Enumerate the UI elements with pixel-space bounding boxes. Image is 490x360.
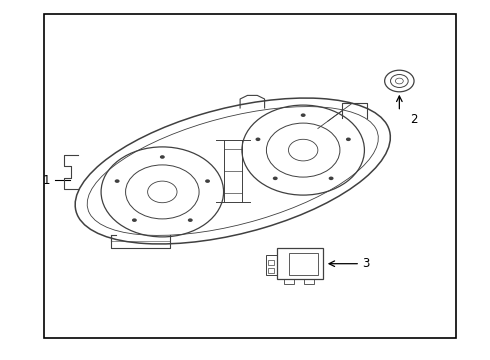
Text: 3: 3: [363, 257, 370, 270]
Circle shape: [346, 138, 351, 141]
Circle shape: [301, 113, 306, 117]
Circle shape: [255, 138, 260, 141]
Circle shape: [273, 176, 278, 180]
Bar: [268, 268, 274, 273]
Bar: [304, 279, 314, 284]
Circle shape: [205, 179, 210, 183]
Circle shape: [160, 155, 165, 159]
Bar: [289, 253, 318, 275]
Text: 2: 2: [410, 113, 417, 126]
Bar: [44, 14, 456, 338]
Circle shape: [115, 179, 120, 183]
Circle shape: [132, 219, 137, 222]
Bar: [266, 255, 277, 275]
Bar: [268, 260, 274, 265]
Bar: [277, 248, 323, 279]
Circle shape: [188, 219, 193, 222]
Text: 1: 1: [43, 174, 50, 186]
Circle shape: [329, 176, 334, 180]
Bar: [284, 279, 294, 284]
